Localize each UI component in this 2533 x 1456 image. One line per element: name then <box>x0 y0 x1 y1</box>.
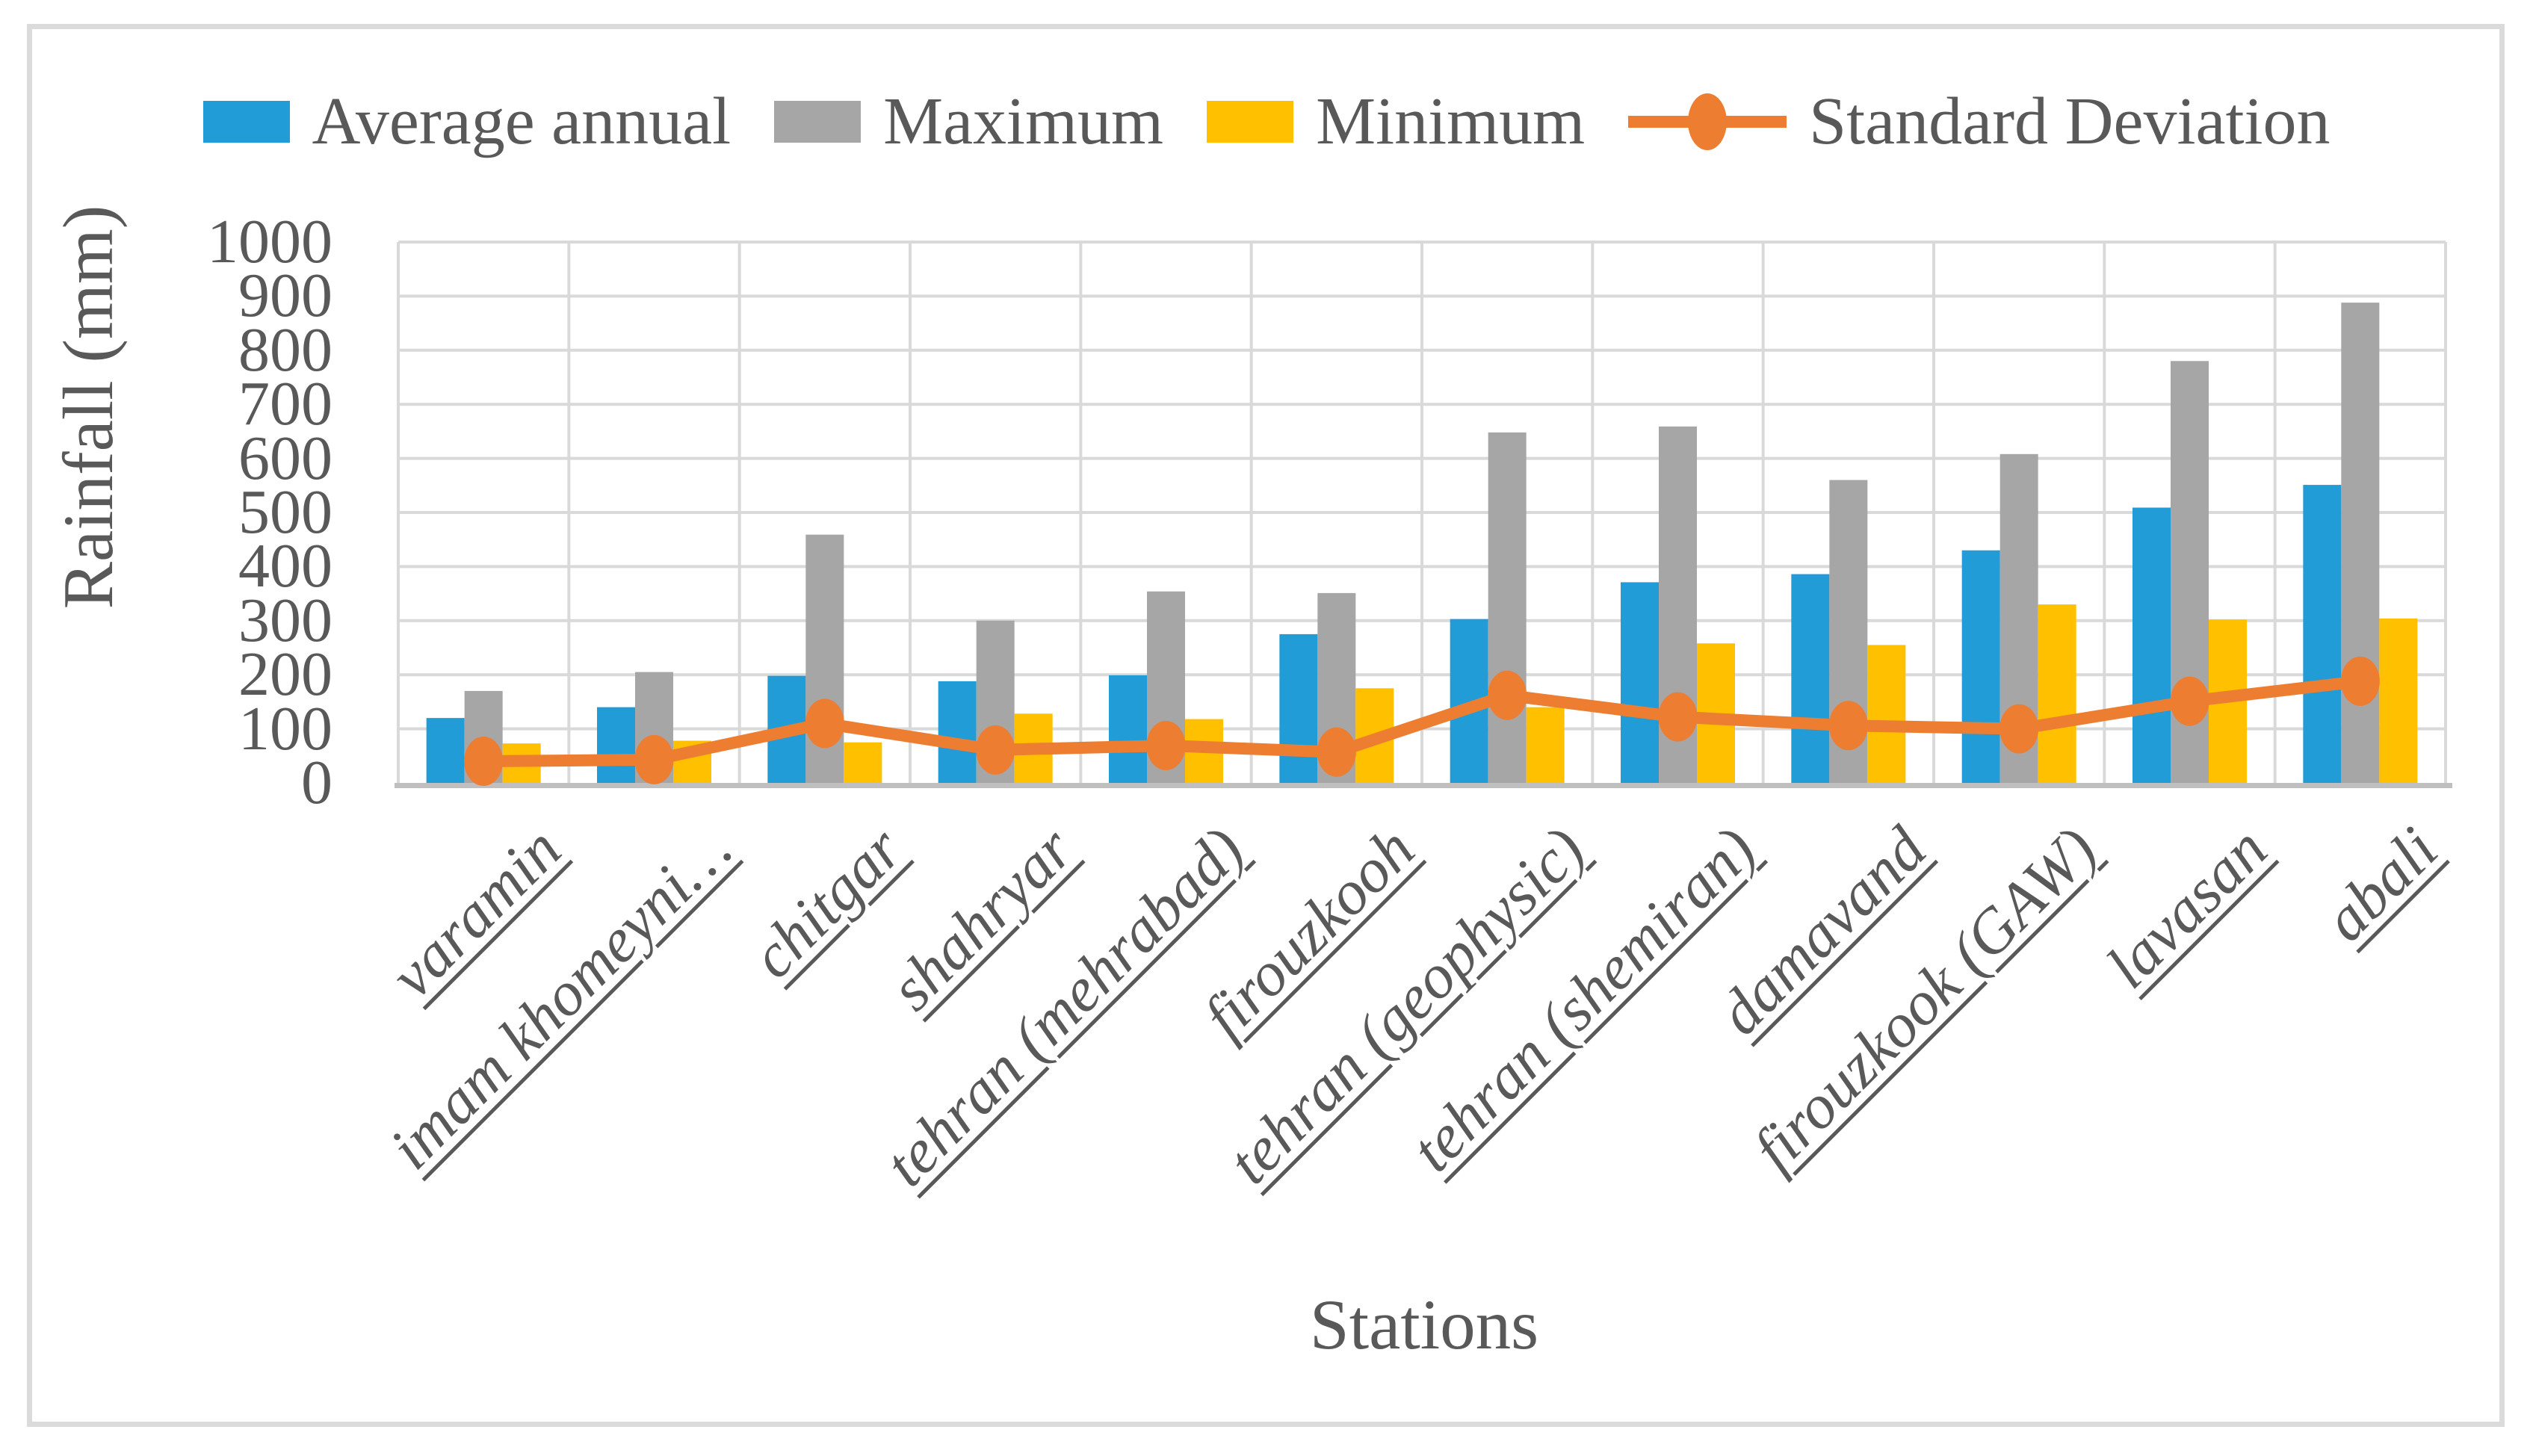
bar-minimum <box>844 742 882 783</box>
sd-marker <box>976 725 1015 775</box>
bar-average-annual <box>1621 582 1659 783</box>
sd-marker <box>1658 692 1698 742</box>
sd-marker <box>2340 656 2380 706</box>
bar-average-annual <box>1961 550 2000 783</box>
legend-item-minimum: Minimum <box>1207 88 1585 155</box>
sd-marker <box>1146 721 1186 771</box>
bar-average-annual <box>426 718 465 783</box>
bar-minimum <box>2379 618 2418 783</box>
y-tick-label: 0 <box>301 748 333 817</box>
y-tick-label: 900 <box>238 261 333 331</box>
bar-average-annual <box>597 707 635 783</box>
legend-swatch-maximum-icon <box>774 101 862 143</box>
chart-legend: Average annual Maximum Minimum Standard … <box>0 81 2533 163</box>
sd-line <box>483 675 2361 768</box>
legend-label-minimum: Minimum <box>1316 84 1586 158</box>
sd-marker <box>1488 670 1527 720</box>
y-tick-label: 400 <box>238 531 333 601</box>
legend-item-average-annual: Average annual <box>202 84 732 158</box>
sd-marker <box>1317 727 1356 777</box>
sd-marker <box>2000 704 2039 754</box>
sd-marker <box>805 698 844 749</box>
y-tick-label: 600 <box>238 423 333 493</box>
y-tick-label: 800 <box>238 315 333 385</box>
legend-swatch-minimum-icon <box>1207 101 1294 143</box>
sd-marker <box>1828 701 1868 751</box>
bar-average-annual <box>2133 507 2171 783</box>
x-axis-line <box>395 783 2452 788</box>
legend-swatch-average-annual-icon <box>202 101 290 143</box>
legend-item-maximum: Maximum <box>774 88 1163 155</box>
legend-label-average-annual: Average annual <box>312 84 732 158</box>
sd-marker <box>464 737 504 787</box>
bar-maximum <box>2341 303 2380 783</box>
sd-marker <box>2170 676 2209 726</box>
y-tick-label: 1000 <box>207 207 333 276</box>
bar-minimum <box>1867 645 1906 783</box>
legend-item-standard-deviation: Standard Deviation <box>1628 88 2330 155</box>
legend-label-standard-deviation: Standard Deviation <box>1809 84 2331 158</box>
bar-average-annual <box>1279 633 1318 783</box>
bar-average-annual <box>1109 675 1147 783</box>
bar-minimum <box>1526 707 1565 783</box>
y-tick-label: 300 <box>238 585 333 655</box>
y-tick-label: 500 <box>238 477 333 547</box>
legend-label-maximum: Maximum <box>883 84 1164 158</box>
legend-line-circle-icon <box>1628 93 1787 150</box>
bar-average-annual <box>2303 485 2342 783</box>
bar-average-annual <box>1791 574 1830 783</box>
bar-average-annual <box>938 681 977 783</box>
y-tick-label: 100 <box>238 693 333 763</box>
x-axis-title: Stations <box>1309 1285 1539 1364</box>
bar-maximum <box>1488 432 1527 783</box>
y-tick-label: 200 <box>238 639 333 710</box>
bar-minimum <box>2038 604 2076 783</box>
y-tick-label: 700 <box>238 369 333 439</box>
sd-marker <box>634 734 674 784</box>
